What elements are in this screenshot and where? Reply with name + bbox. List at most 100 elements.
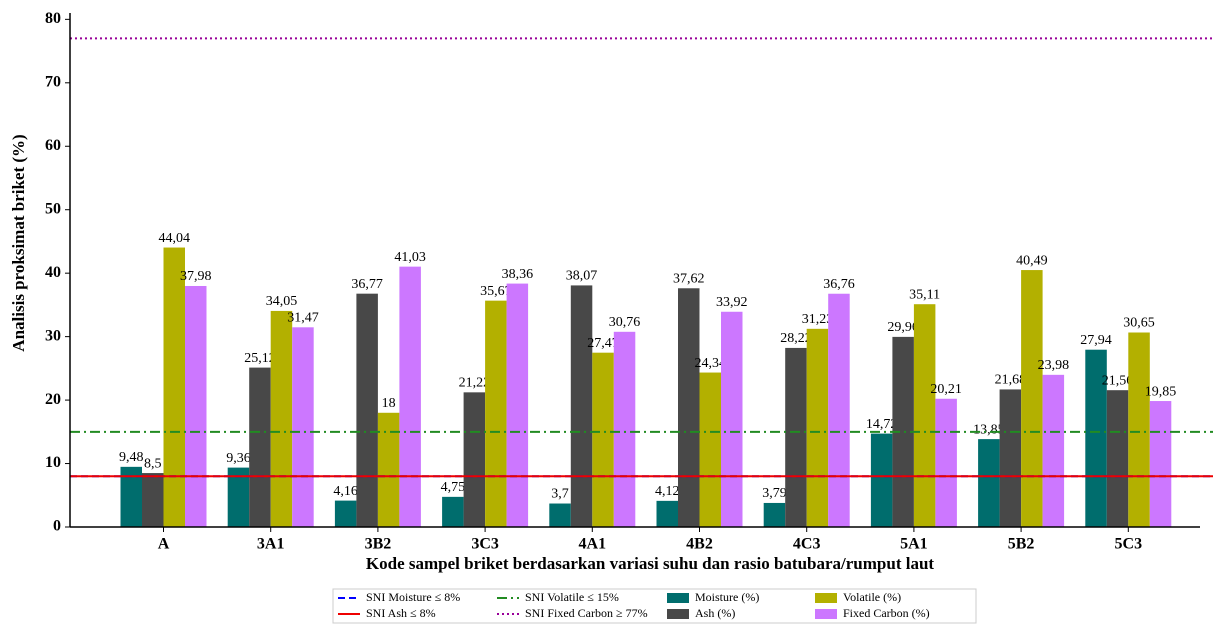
bar	[163, 247, 185, 527]
bar	[678, 288, 700, 527]
legend-label: SNI Volatile ≤ 15%	[525, 590, 619, 604]
value-label: 19,85	[1145, 384, 1177, 399]
value-label: 27,47	[587, 336, 619, 351]
bar	[485, 300, 507, 527]
value-label: 23,98	[1038, 358, 1070, 373]
bar	[185, 285, 207, 527]
bar	[142, 473, 164, 527]
bar	[356, 293, 378, 527]
value-label: 29,96	[887, 320, 919, 335]
legend-label: SNI Fixed Carbon ≥ 77%	[525, 606, 648, 620]
value-label: 21,68	[995, 373, 1027, 388]
value-label: 9,36	[226, 451, 251, 466]
value-label: 27,94	[1080, 333, 1112, 348]
bar	[806, 328, 829, 527]
bar	[570, 285, 593, 527]
bar	[549, 503, 571, 527]
value-label: 31,23	[802, 312, 834, 327]
legend-label: SNI Ash ≤ 8%	[366, 606, 436, 620]
x-tick-label: 5A1	[900, 536, 928, 553]
bar	[913, 304, 936, 527]
bar	[1128, 332, 1150, 527]
bar	[270, 310, 293, 527]
value-label: 3,7	[551, 487, 569, 502]
bar	[1085, 349, 1107, 527]
bar	[699, 372, 721, 527]
value-label: 25,12	[244, 351, 276, 366]
value-label: 30,65	[1123, 316, 1155, 331]
legend-label: SNI Moisture ≤ 8%	[366, 590, 460, 604]
value-label: 24,34	[695, 356, 727, 371]
bar	[227, 467, 250, 527]
value-label: 13,85	[973, 422, 1005, 437]
value-label: 3,79	[762, 486, 787, 501]
bar	[999, 389, 1022, 527]
value-label: 38,36	[502, 267, 534, 282]
value-label: 20,21	[930, 382, 962, 397]
bar	[978, 439, 1000, 527]
x-tick-label: 3A1	[257, 536, 285, 553]
bar	[1149, 401, 1172, 527]
bar	[292, 327, 314, 527]
bar	[249, 367, 271, 527]
bar	[763, 502, 786, 527]
value-label: 4,16	[333, 484, 358, 499]
x-tick-label: 4C3	[793, 536, 821, 553]
x-tick-label: 4B2	[686, 536, 713, 553]
value-label: 4,12	[655, 484, 680, 499]
y-axis-label: Analisis proksimat briket (%)	[9, 134, 28, 351]
value-label: 37,98	[180, 269, 212, 284]
value-label: 41,03	[394, 250, 426, 265]
bar	[334, 500, 357, 527]
bar	[892, 336, 914, 527]
x-tick-label: 5B2	[1008, 536, 1035, 553]
value-label: 38,07	[566, 269, 598, 284]
bar	[120, 466, 142, 527]
value-label: 8,5	[144, 456, 162, 471]
bar	[1042, 374, 1065, 527]
value-label: 21,22	[459, 376, 491, 391]
y-tick-label: 30	[45, 327, 61, 344]
value-label: 18	[382, 396, 396, 411]
legend-label: Fixed Carbon (%)	[843, 606, 930, 620]
value-label: 37,62	[673, 271, 705, 286]
bar	[592, 352, 614, 527]
y-tick-label: 70	[45, 73, 61, 90]
value-label: 21,56	[1102, 373, 1134, 388]
legend-swatch	[667, 609, 689, 619]
y-tick-label: 40	[45, 264, 61, 281]
value-label: 14,72	[866, 417, 898, 432]
legend-swatch	[815, 609, 837, 619]
value-label: 36,77	[351, 277, 383, 292]
bar	[506, 283, 529, 527]
legend-swatch	[667, 593, 689, 603]
legend-label: Ash (%)	[695, 606, 735, 620]
legend-label: Volatile (%)	[843, 590, 901, 604]
y-tick-label: 80	[45, 10, 61, 27]
x-tick-label: 4A1	[579, 536, 607, 553]
legend-label: Moisture (%)	[695, 590, 759, 604]
bar	[1021, 270, 1043, 527]
value-label: 28,22	[780, 331, 812, 346]
value-label: 35,67	[480, 284, 512, 299]
x-tick-label: 5C3	[1115, 536, 1143, 553]
legend-swatch	[815, 593, 837, 603]
value-label: 34,05	[266, 294, 298, 309]
legend-box	[332, 588, 977, 624]
y-tick-label: 60	[45, 137, 61, 154]
x-axis-label: Kode sampel briket berdasarkan variasi s…	[366, 554, 935, 573]
bar	[1106, 390, 1129, 527]
value-label: 30,76	[609, 315, 641, 330]
value-label: 44,04	[159, 231, 191, 246]
x-tick-label: 3C3	[471, 536, 499, 553]
bar	[656, 500, 678, 527]
x-tick-label: 3B2	[365, 536, 392, 553]
value-label: 35,11	[909, 287, 940, 302]
bar	[377, 412, 400, 527]
value-label: 33,92	[716, 295, 748, 310]
value-label: 31,47	[287, 311, 319, 326]
y-tick-label: 10	[45, 454, 61, 471]
y-tick-label: 50	[45, 200, 61, 217]
bar	[935, 398, 957, 527]
